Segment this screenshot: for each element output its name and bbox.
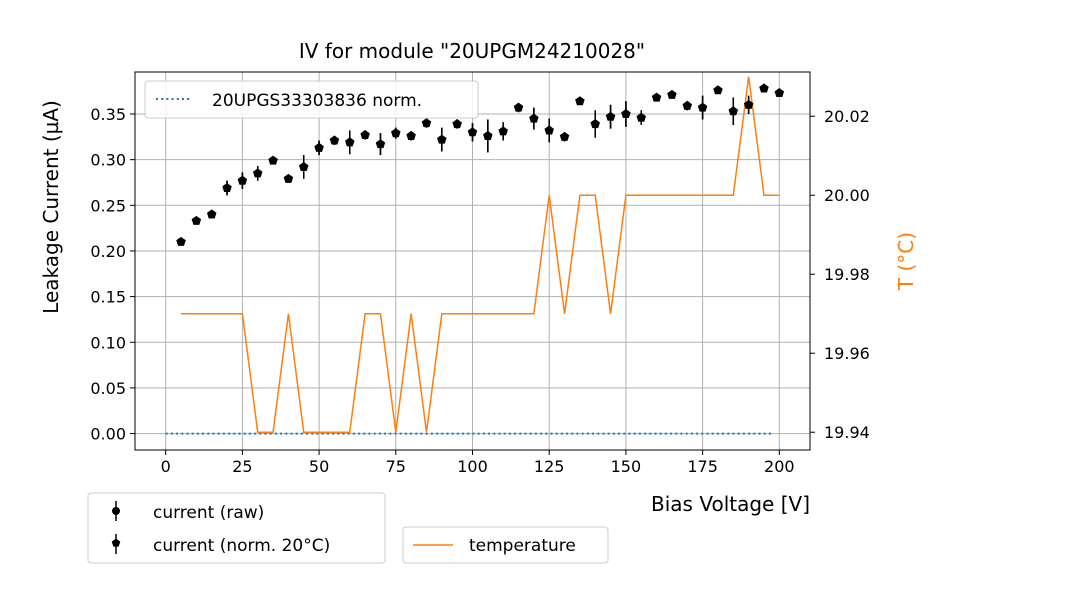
norm-point — [559, 131, 570, 141]
legend-bottom-left: current (raw) current (norm. 20°C) — [87, 492, 386, 564]
norm-point — [697, 102, 708, 112]
norm-point — [621, 109, 631, 119]
norm-point — [329, 135, 340, 145]
x-tick-label: 25 — [232, 457, 252, 476]
norm-point — [406, 130, 416, 140]
norm-point — [713, 85, 723, 95]
chart-title: IV for module "20UPGM24210028" — [299, 39, 645, 63]
axis-ticks: 0 25 50 75 100 125 150 175 200 0.00 0.05 0.10 0.15 0.… — [90, 105, 869, 476]
x-axis-label: Bias Voltage [V] — [651, 492, 810, 516]
y-tick-label: 0.20 — [90, 242, 126, 261]
norm-point — [575, 96, 585, 106]
norm-point — [452, 119, 462, 129]
y2-tick-label: 20.02 — [824, 107, 870, 126]
legend-temperature-label: temperature — [469, 536, 576, 556]
norm-point — [605, 111, 616, 121]
legend-top: 20UPGS33303836 norm. — [144, 80, 479, 119]
norm-point — [298, 161, 309, 171]
x-tick-label: 50 — [309, 457, 329, 476]
norm-point — [222, 182, 232, 192]
data-series — [165, 76, 785, 435]
norm-point — [636, 112, 647, 122]
legend-bottom-right: temperature — [402, 526, 609, 564]
norm-point — [252, 168, 263, 178]
norm-point — [391, 128, 401, 138]
norm-point — [759, 83, 769, 93]
legend-norm-label: 20UPGS33303836 norm. — [212, 91, 422, 111]
norm-point — [237, 175, 248, 185]
norm-point — [191, 215, 202, 225]
x-tick-label: 125 — [534, 457, 565, 476]
norm-point — [728, 106, 739, 116]
legend-norm-temp-label: current (norm. 20°C) — [153, 536, 330, 556]
norm-point — [421, 118, 432, 128]
norm-point — [513, 102, 524, 112]
y2-tick-label: 19.96 — [824, 344, 870, 363]
legend-raw-swatch — [112, 501, 120, 521]
legend-raw-label: current (raw) — [153, 503, 264, 523]
norm-point — [651, 92, 662, 102]
norm-point — [529, 113, 539, 123]
y-tick-label: 0.15 — [90, 288, 126, 307]
y2-tick-label: 19.94 — [824, 423, 870, 442]
norm-point — [498, 126, 508, 136]
x-tick-label: 0 — [161, 457, 171, 476]
legend-norm-temp-swatch — [111, 534, 121, 554]
y-tick-label: 0.30 — [90, 151, 126, 170]
norm-point — [667, 89, 677, 99]
norm-point — [283, 173, 294, 183]
x-tick-label: 75 — [386, 457, 406, 476]
norm-point — [314, 142, 324, 152]
norm-point — [360, 130, 370, 140]
y-tick-label: 0.25 — [90, 196, 126, 215]
x-tick-label: 150 — [611, 457, 642, 476]
y-tick-label: 0.10 — [90, 333, 126, 352]
x-tick-label: 100 — [457, 457, 488, 476]
y-tick-label: 0.35 — [90, 105, 126, 124]
norm-point — [268, 155, 278, 165]
y-axis-label: Leakage Current (µA) — [39, 100, 63, 314]
y2-axis-label: T (°C) — [894, 232, 918, 291]
y2-tick-label: 20.00 — [824, 186, 870, 205]
series-temperature — [181, 76, 780, 433]
norm-point — [774, 88, 785, 98]
norm-point — [743, 99, 754, 109]
x-tick-label: 200 — [764, 457, 795, 476]
norm-point — [176, 236, 186, 246]
norm-point — [590, 119, 600, 129]
y-tick-label: 0.05 — [90, 379, 126, 398]
norm-point — [483, 130, 493, 140]
norm-point — [544, 125, 554, 135]
norm-point — [682, 100, 693, 110]
norm-point — [206, 209, 217, 219]
y-tick-label: 0.00 — [90, 425, 126, 444]
norm-point — [437, 134, 447, 144]
norm-point — [345, 137, 355, 147]
x-tick-label: 175 — [687, 457, 718, 476]
y2-tick-label: 19.98 — [824, 265, 870, 284]
norm-point — [375, 139, 386, 149]
norm-point — [467, 127, 478, 137]
